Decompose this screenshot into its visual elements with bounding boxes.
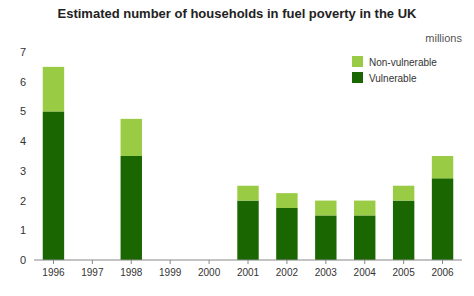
x-tick-label: 2005 — [393, 267, 416, 278]
legend-label: Vulnerable — [369, 73, 417, 84]
legend: Non-vulnerable Vulnerable — [352, 56, 437, 84]
x-tick — [248, 260, 249, 264]
x-tick-label: 2001 — [237, 267, 260, 278]
y-tick-label: 4 — [20, 135, 26, 147]
bar-segment — [43, 111, 64, 260]
x-tick-label: 2002 — [276, 267, 299, 278]
x-tick — [442, 260, 443, 264]
x-tick-label: 1996 — [42, 267, 65, 278]
x-tick-label: 1998 — [120, 267, 143, 278]
x-tick-label: 2000 — [198, 267, 221, 278]
x-tick-label: 1999 — [159, 267, 182, 278]
x-tick-label: 2004 — [354, 267, 377, 278]
chart-svg: Estimated number of households in fuel p… — [0, 0, 474, 296]
bar-segment — [237, 201, 258, 260]
bar-segment — [432, 156, 453, 178]
bar-segment — [393, 201, 414, 260]
title: Estimated number of households in fuel p… — [58, 6, 418, 21]
bars — [43, 67, 453, 260]
x-tick — [403, 260, 404, 264]
bar-segment — [393, 186, 414, 201]
x-tick-label: 2003 — [315, 267, 338, 278]
bar-segment — [276, 193, 297, 208]
x-tick — [170, 260, 171, 264]
bar-segment — [354, 201, 375, 216]
y-tick-label: 2 — [20, 195, 26, 207]
y-tick-label: 5 — [20, 105, 26, 117]
x-tick — [286, 260, 287, 264]
subtitle: millions — [425, 32, 462, 44]
legend-label: Non-vulnerable — [369, 57, 437, 68]
bar-segment — [237, 186, 258, 201]
x-tick — [53, 260, 54, 264]
bar-segment — [315, 201, 336, 216]
y-tick-label: 3 — [20, 165, 26, 177]
x-tick — [209, 260, 210, 264]
bar-segment — [276, 208, 297, 260]
x-axis: 1996 1997 1998 1999 2000 2001 2002 2003 2004 2005… — [34, 260, 462, 278]
x-tick-label: 2006 — [431, 267, 454, 278]
x-tick — [364, 260, 365, 264]
series — [43, 67, 453, 216]
x-tick — [92, 260, 93, 264]
y-tick-label: 1 — [20, 224, 26, 236]
legend-swatch — [352, 72, 363, 83]
x-tick — [325, 260, 326, 264]
bar-segment — [121, 119, 142, 156]
chart-container: Estimated number of households in fuel p… — [0, 0, 474, 296]
legend-swatch — [352, 56, 363, 67]
bar-segment — [354, 215, 375, 260]
bar-segment — [432, 178, 453, 260]
x-tick — [131, 260, 132, 264]
bar-segment — [43, 67, 64, 112]
bar-segment — [121, 156, 142, 260]
y-tick-label: 7 — [20, 46, 26, 58]
bar-segment — [315, 215, 336, 260]
x-tick-label: 1997 — [81, 267, 104, 278]
series — [43, 111, 453, 260]
y-tick-label: 0 — [20, 254, 26, 266]
y-tick-label: 6 — [20, 76, 26, 88]
y-axis: 0 1 2 3 4 5 6 7 — [20, 46, 26, 266]
